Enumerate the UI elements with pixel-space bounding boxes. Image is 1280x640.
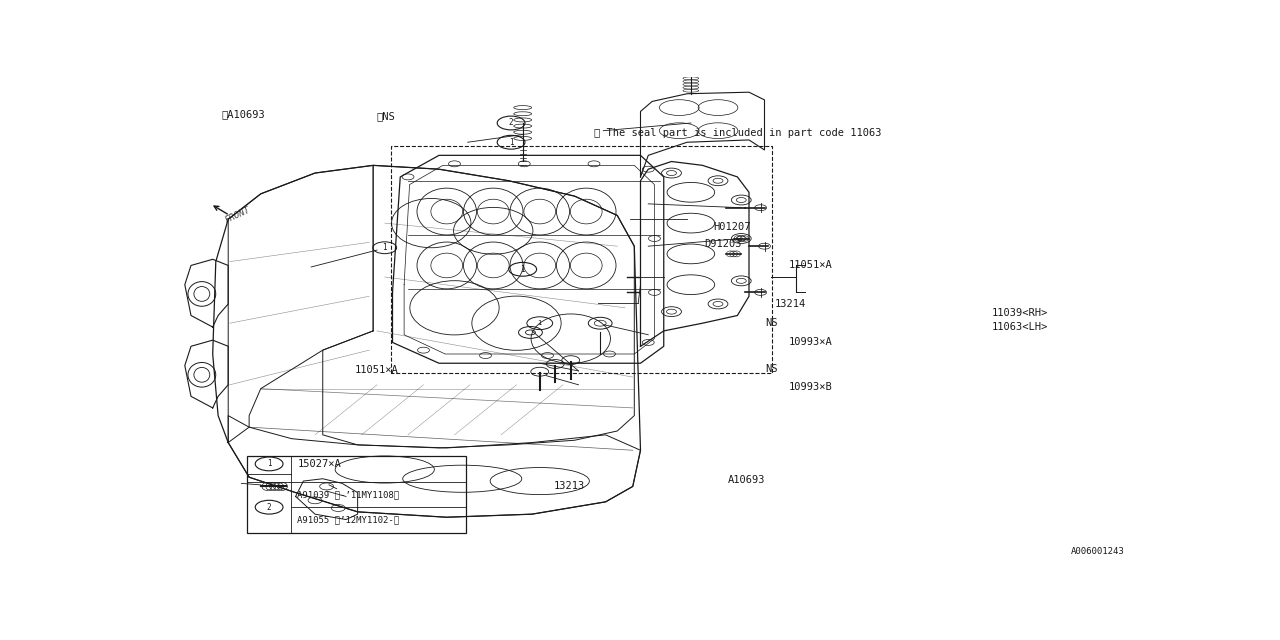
Text: 13213: 13213 bbox=[554, 481, 585, 491]
Text: 1: 1 bbox=[383, 243, 387, 252]
Text: 15027×A: 15027×A bbox=[297, 459, 342, 469]
Text: D91203: D91203 bbox=[704, 239, 742, 250]
Text: ※A10693: ※A10693 bbox=[221, 109, 265, 119]
Text: 10993×A: 10993×A bbox=[788, 337, 833, 347]
Text: 1: 1 bbox=[266, 460, 271, 468]
Text: FRONT: FRONT bbox=[224, 205, 252, 225]
Text: 1: 1 bbox=[508, 138, 513, 147]
Text: A006001243: A006001243 bbox=[1070, 547, 1124, 556]
Text: 13214: 13214 bbox=[776, 300, 806, 310]
Text: 1: 1 bbox=[521, 265, 525, 274]
Text: 2: 2 bbox=[266, 502, 271, 511]
Text: ※NS: ※NS bbox=[376, 111, 396, 121]
Text: A10693: A10693 bbox=[727, 475, 765, 485]
Text: NS: NS bbox=[765, 364, 778, 374]
Text: 10993×B: 10993×B bbox=[788, 382, 833, 392]
Text: 11051×A: 11051×A bbox=[788, 260, 833, 270]
Text: 1: 1 bbox=[538, 320, 541, 326]
Text: 11051×A: 11051×A bbox=[355, 365, 398, 375]
Text: 11039<RH>: 11039<RH> bbox=[991, 308, 1047, 318]
Text: A91039 〈-’11MY1108〉: A91039 〈-’11MY1108〉 bbox=[297, 490, 399, 499]
Text: NS: NS bbox=[765, 318, 778, 328]
Text: 11063<LH>: 11063<LH> bbox=[991, 322, 1047, 332]
Text: ※ The seal part is included in part code 11063: ※ The seal part is included in part code… bbox=[594, 129, 882, 138]
Text: 2: 2 bbox=[508, 118, 513, 127]
Bar bbox=[247, 456, 466, 532]
Text: H01207: H01207 bbox=[713, 222, 751, 232]
Text: A91055 〈’12MY1102-〉: A91055 〈’12MY1102-〉 bbox=[297, 515, 399, 524]
